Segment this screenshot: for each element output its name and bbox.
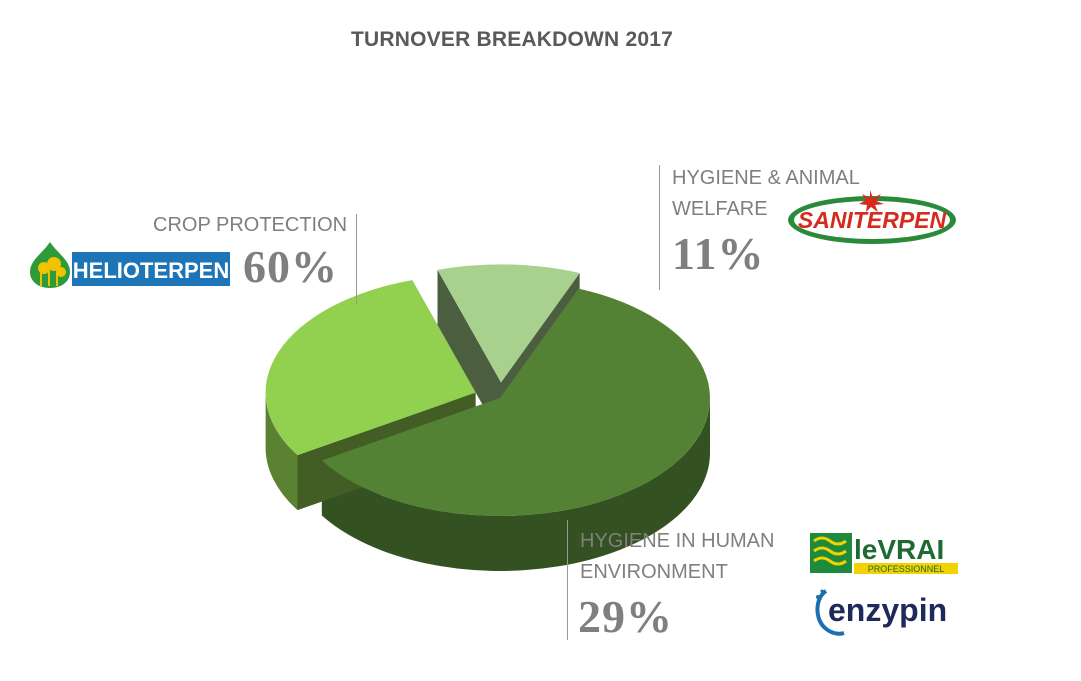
enzypin-logo-text: enzypin xyxy=(828,592,947,628)
slice-value-crop: 60% xyxy=(243,241,338,292)
pie-slice-wall-2-0 xyxy=(437,269,501,438)
levrai-logo-sub-text: PROFESSIONNEL xyxy=(868,564,945,574)
slice-value-animal: 11% xyxy=(672,228,765,279)
slice-label-animal-line2: WELFARE xyxy=(672,198,768,220)
enzypin-logo: enzypin xyxy=(812,583,952,637)
helioterpen-logo: HELIOTERPEN xyxy=(28,240,230,288)
pie-slice-rim-0 xyxy=(321,398,710,572)
levrai-professionnel-logo: leVRAI PROFESSIONNEL xyxy=(810,531,958,575)
slice-label-crop: CROP PROTECTION xyxy=(153,214,348,236)
pie-slice-top-1 xyxy=(265,280,476,456)
slice-label-human: HYGIENE IN HUMAN ENVIRONMENT xyxy=(580,526,774,588)
slice-label-human-line1: HYGIENE IN HUMAN xyxy=(580,530,775,552)
slice-value-human: 29% xyxy=(578,591,673,642)
slice-label-human-line2: ENVIRONMENT xyxy=(580,561,728,583)
saniterpen-logo-text: SANITERPEN xyxy=(798,207,947,233)
slice-label-animal-line1: HYGIENE & ANIMAL xyxy=(672,167,860,189)
leader-line-animal xyxy=(659,165,660,290)
pie-slice-top-2 xyxy=(437,264,580,383)
helioterpen-logo-text: HELIOTERPEN xyxy=(73,258,229,283)
saniterpen-logo: SANITERPEN xyxy=(786,190,958,248)
pie-slice-rim-1 xyxy=(265,392,298,511)
slice-label-animal: HYGIENE & ANIMAL WELFARE xyxy=(672,163,860,225)
pie-slice-top-0 xyxy=(321,288,710,516)
leader-line-human xyxy=(567,520,568,640)
leader-line-crop xyxy=(356,214,357,304)
levrai-logo-main-text: leVRAI xyxy=(854,534,944,565)
chart-title: TURNOVER BREAKDOWN 2017 xyxy=(351,28,673,51)
